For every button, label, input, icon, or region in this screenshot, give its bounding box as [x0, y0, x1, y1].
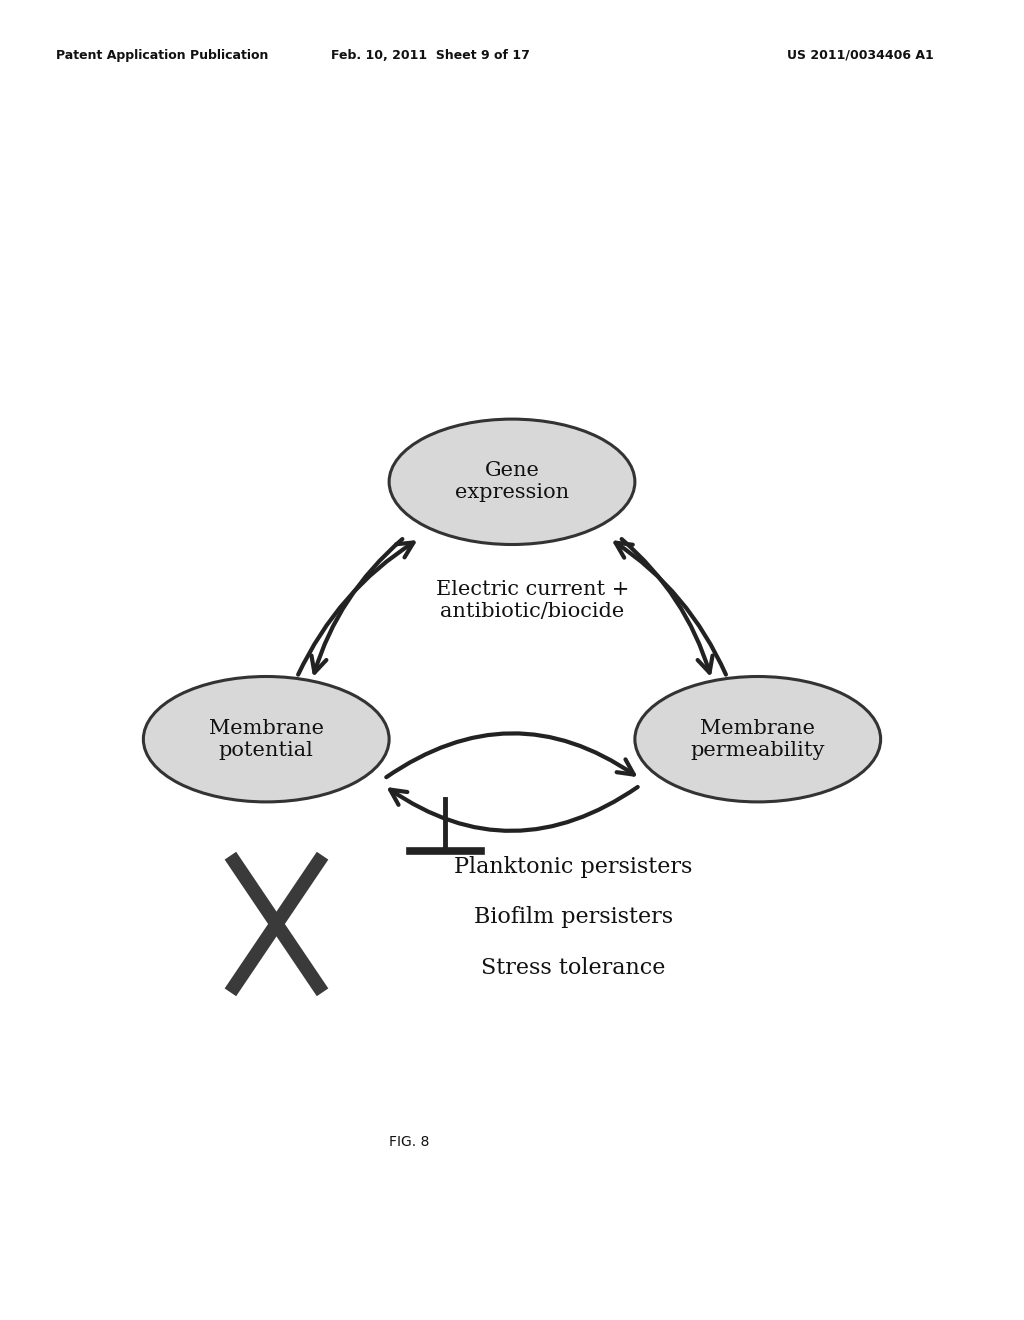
Text: Patent Application Publication: Patent Application Publication: [56, 49, 268, 62]
Ellipse shape: [635, 676, 881, 803]
Ellipse shape: [143, 676, 389, 803]
Ellipse shape: [389, 418, 635, 544]
Text: US 2011/0034406 A1: US 2011/0034406 A1: [786, 49, 934, 62]
Text: Gene
expression: Gene expression: [455, 461, 569, 503]
Text: Membrane
potential: Membrane potential: [209, 718, 324, 760]
Text: Electric current +
antibiotic/biocide: Electric current + antibiotic/biocide: [436, 579, 629, 622]
Text: Biofilm persisters: Biofilm persisters: [474, 907, 673, 928]
Text: Stress tolerance: Stress tolerance: [481, 957, 666, 978]
Text: FIG. 8: FIG. 8: [389, 1135, 430, 1148]
Text: Membrane
permeability: Membrane permeability: [690, 718, 825, 760]
Text: Feb. 10, 2011  Sheet 9 of 17: Feb. 10, 2011 Sheet 9 of 17: [331, 49, 529, 62]
Text: Planktonic persisters: Planktonic persisters: [455, 857, 692, 878]
